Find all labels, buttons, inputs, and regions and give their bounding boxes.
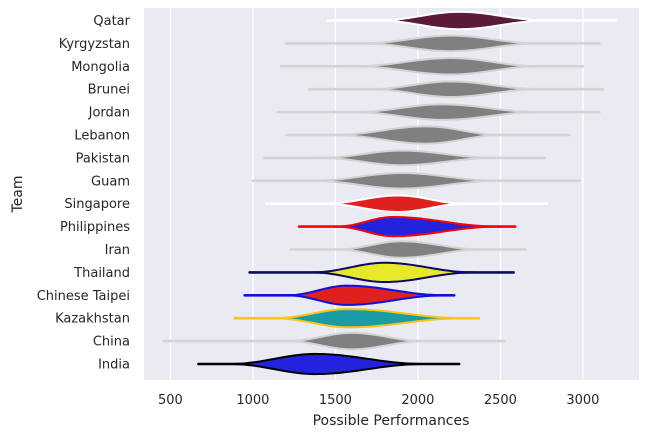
- y-tick-label-singapore: Singapore: [64, 197, 130, 212]
- violin-philippines: [297, 215, 517, 238]
- y-tick-label-chinese-taipei: Chinese Taipei: [37, 289, 130, 304]
- y-tick-label-mongolia: Mongolia: [71, 60, 130, 75]
- y-tick-label-pakistan: Pakistan: [76, 151, 130, 166]
- violin-body-qatar: [375, 10, 551, 31]
- violin-body-lebanon: [331, 125, 505, 145]
- y-tick-labels: Qatar Kyrgyzstan Mongolia Brunei Jordan Leban…: [37, 14, 131, 373]
- violin-india: [197, 352, 461, 376]
- x-tick-label-500: 500: [158, 393, 183, 408]
- violin-body-kazakhstan: [271, 308, 469, 329]
- violin-body-thailand: [309, 261, 477, 284]
- violin-kyrgyzstan: [284, 34, 601, 53]
- violin-mongolia: [279, 57, 585, 76]
- violin-kazakhstan: [233, 308, 481, 329]
- violin-body-kyrgyzstan: [359, 34, 543, 53]
- violin-china: [162, 331, 506, 351]
- violin-chinese-taipei: [243, 284, 456, 306]
- violin-jordan: [276, 103, 601, 121]
- violin-thailand: [248, 261, 515, 284]
- violin-body-philippines: [334, 215, 502, 238]
- violin-body-china: [284, 331, 428, 351]
- x-tick-labels: 500 1000 1500 2000 2500 3000: [158, 393, 599, 408]
- violin-iran: [289, 240, 527, 259]
- violin-brunei: [307, 80, 605, 98]
- violin-pakistan: [263, 149, 547, 167]
- x-tick-label-2000: 2000: [401, 393, 434, 408]
- violin-guam: [251, 172, 581, 190]
- x-tick-label-1000: 1000: [236, 393, 269, 408]
- violin-body-brunei: [367, 80, 543, 98]
- x-tick-label-1500: 1500: [319, 393, 352, 408]
- y-axis-label: Team: [10, 175, 26, 213]
- violin-body-india: [227, 352, 428, 376]
- y-tick-label-brunei: Brunei: [88, 83, 130, 98]
- y-tick-label-kyrgyzstan: Kyrgyzstan: [59, 37, 130, 52]
- x-axis-label: Possible Performances: [313, 413, 470, 429]
- y-tick-label-lebanon: Lebanon: [74, 129, 130, 144]
- y-tick-label-china: China: [93, 335, 130, 350]
- y-tick-label-jordan: Jordan: [88, 106, 130, 121]
- violin-body-singapore: [321, 194, 469, 213]
- x-tick-label-3000: 3000: [566, 393, 599, 408]
- y-tick-label-thailand: Thailand: [73, 266, 130, 281]
- violin-body-guam: [309, 172, 502, 190]
- violins: [162, 10, 618, 376]
- violin-body-mongolia: [350, 57, 543, 76]
- violin-lebanon: [284, 125, 572, 145]
- y-tick-label-iran: Iran: [105, 243, 130, 258]
- violin-singapore: [264, 194, 548, 213]
- y-tick-label-guam: Guam: [91, 174, 130, 189]
- y-tick-label-india: India: [98, 358, 130, 373]
- violin-body-jordan: [350, 103, 543, 121]
- violin-body-iran: [334, 240, 485, 259]
- y-tick-label-philippines: Philippines: [60, 220, 130, 235]
- violin-body-chinese-taipei: [284, 284, 449, 306]
- y-tick-label-qatar: Qatar: [93, 14, 130, 29]
- x-tick-label-2500: 2500: [484, 393, 517, 408]
- violin-body-pakistan: [317, 149, 499, 167]
- y-tick-label-kazakhstan: Kazakhstan: [55, 312, 130, 327]
- violin-qatar: [325, 10, 618, 31]
